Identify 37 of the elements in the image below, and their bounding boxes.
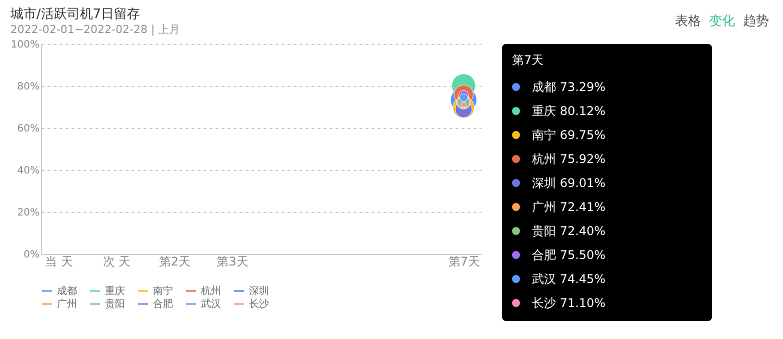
legend-label: 武汉 (201, 298, 221, 310)
text: 趋势 (743, 14, 769, 29)
text: 变化 (709, 14, 735, 29)
chart-subtitle: 2022-02-01~2022-02-28 | 上月 (10, 23, 180, 36)
legend-label: 长沙 (249, 298, 269, 310)
text: 成都 73.29% (532, 78, 606, 96)
x-tick-label: 第3天 (216, 254, 248, 268)
legend-label: 杭州 (200, 285, 221, 297)
text: 第7天 (512, 52, 545, 69)
text: 表格 (675, 14, 701, 29)
legend-label: 成都 (57, 285, 77, 297)
chart-title: 城市/活跃司机7日留存 (9, 7, 140, 22)
legend-label: 重庆 (105, 285, 125, 297)
legend-label: 深圳 (249, 285, 269, 297)
x-tick-label: 第2天 (158, 254, 190, 268)
text: 重庆 80.12% (532, 102, 606, 120)
y-tick-label: 40% (17, 166, 40, 176)
legend-label: 贵阳 (105, 298, 125, 310)
x-tick-label: 第7天 (448, 254, 480, 268)
y-tick-label: 20% (17, 208, 40, 218)
text: 广州 72.41% (532, 198, 606, 216)
text: 深圳 69.01% (532, 174, 606, 192)
text: 贵阳 72.40% (532, 222, 606, 240)
x-tick-label: 当 天 (44, 254, 73, 268)
text: 南宁 69.75% (532, 126, 606, 144)
text: 长沙 71.10% (532, 294, 606, 312)
text: 合肥 75.50% (532, 246, 606, 264)
x-tick-label: 次 天 (102, 254, 131, 268)
legend-label: 广州 (57, 298, 77, 310)
y-tick-label: 100% (10, 40, 40, 50)
text: 杭州 75.92% (532, 150, 606, 168)
y-tick-label: 80% (17, 82, 40, 92)
text: 武汉 74.45% (532, 270, 606, 288)
legend-label: 南宁 (153, 285, 173, 297)
legend-label: 合肥 (153, 298, 173, 310)
y-tick-label: 60% (17, 124, 40, 134)
y-tick-label: 0% (24, 250, 40, 260)
